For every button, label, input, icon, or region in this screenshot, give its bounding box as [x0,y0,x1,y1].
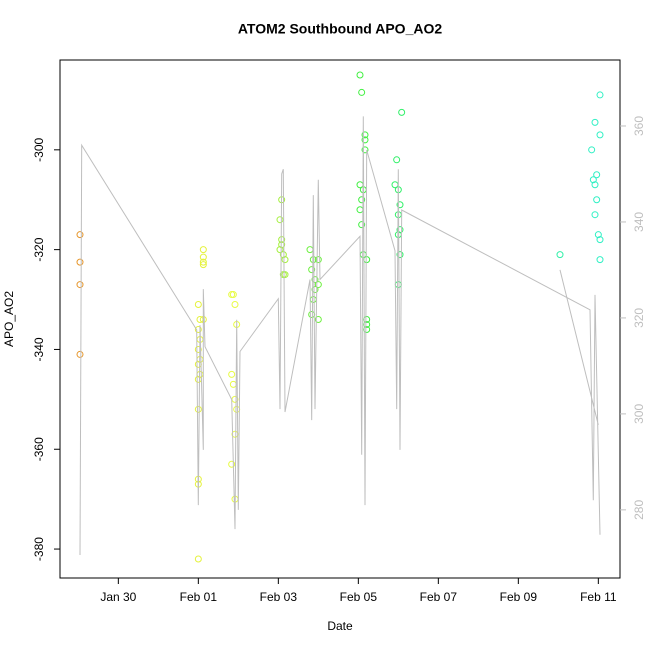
y2-tick-label: 340 [632,212,646,232]
point [593,196,601,204]
point [281,271,289,279]
line [79,116,601,556]
point [311,286,319,294]
point [76,258,84,266]
point [228,460,236,468]
x-tick-label: Feb 03 [260,590,298,604]
point [358,196,366,204]
point [396,251,404,259]
y2-tick-label: 300 [632,404,646,424]
point [356,206,364,214]
point [556,251,564,259]
point [398,108,406,116]
point [596,131,604,139]
point [199,246,207,254]
y2-tick-label: 320 [632,308,646,328]
point [306,246,314,254]
point [593,171,601,179]
point [361,146,369,154]
point [229,380,237,388]
point [363,325,371,333]
point [596,256,604,264]
y-tick-label: -320 [32,237,46,261]
point [591,118,599,126]
y-tick-label: -360 [32,437,46,461]
point [194,345,202,353]
point [76,350,84,358]
point [591,211,599,219]
point [358,221,366,229]
x-axis-label: Date [327,619,353,633]
x-tick-label: Jan 30 [100,590,136,604]
point [194,405,202,413]
point [361,136,369,144]
y-axis-label: APO_AO2 [2,291,16,347]
point [596,236,604,244]
point [199,258,207,266]
point [276,246,284,254]
point [363,320,371,328]
x-tick-label: Feb 11 [580,590,617,604]
point [281,256,289,264]
point [396,201,404,209]
point [591,181,599,189]
y2-tick-label: 280 [632,500,646,520]
point [276,216,284,224]
x-tick-label: Feb 07 [420,590,458,604]
x-tick-label: Feb 01 [180,590,218,604]
point [199,261,207,269]
point [279,251,287,259]
point [194,301,202,309]
y-tick-label: -300 [32,137,46,161]
point [311,276,319,284]
point [314,315,322,323]
point [394,281,402,289]
chart-title: ATOM2 Southbound APO_AO2 [238,21,443,37]
point [314,256,322,264]
point [308,266,316,274]
point [233,405,241,413]
plot-frame [59,59,621,579]
point [588,146,596,154]
x-tick-label: Feb 05 [340,590,378,604]
point [594,231,602,239]
point [76,231,84,239]
point [194,325,202,333]
point [309,296,317,304]
point [194,555,202,563]
y2-tick-label: 360 [632,116,646,136]
point [396,226,404,234]
y-tick-label: -340 [32,337,46,361]
point [231,301,239,309]
x-tick-label: Feb 09 [500,590,538,604]
point [314,281,322,289]
point [363,315,371,323]
point [393,156,401,164]
point [228,370,236,378]
point [356,71,364,79]
point [589,176,597,184]
point [596,91,604,99]
point [229,291,237,299]
point [358,88,366,96]
point [361,131,369,139]
point [199,253,207,261]
point [76,281,84,289]
y-tick-label: -380 [32,537,46,561]
